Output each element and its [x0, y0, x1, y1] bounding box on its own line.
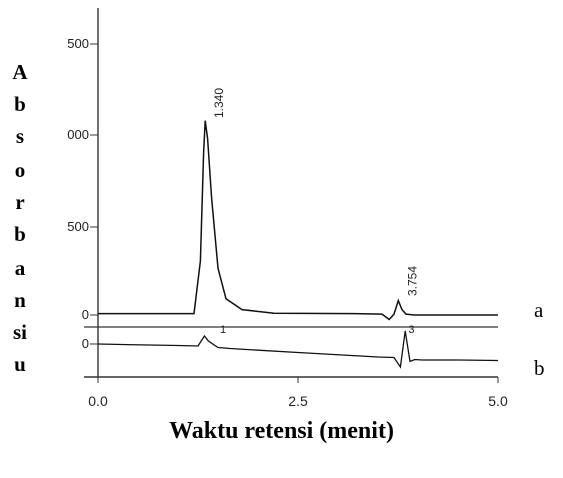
peak-label: 1.340: [212, 88, 226, 118]
x-tick-label: 5.0: [488, 393, 508, 409]
trace-label-b: b: [534, 356, 545, 380]
x-axis-title: Waktu retensi (menit): [169, 418, 394, 444]
y-axis-label-letter: a: [14, 256, 26, 280]
y-axis-label-letter: b: [14, 222, 26, 246]
y-tick-label: 0: [82, 336, 89, 351]
y-axis-label-letter: r: [15, 190, 25, 214]
peak-label: 1: [220, 324, 226, 336]
y-axis-label-letter: b: [14, 92, 26, 116]
y-axis-label-letter: u: [14, 352, 26, 376]
y-axis-label-letter: si: [12, 320, 27, 344]
y-axis-label-letter: n: [14, 288, 26, 312]
y-tick-label: 0: [82, 307, 89, 322]
y-axis-label-letter: A: [12, 60, 28, 84]
y-axis-label-letter: s: [15, 124, 25, 148]
x-tick-label: 2.5: [288, 393, 308, 409]
x-tick-label: 0.0: [88, 393, 108, 409]
y-tick-label: 000: [67, 127, 89, 142]
y-tick-label: 500: [67, 219, 89, 234]
y-tick-label: 500: [67, 36, 89, 51]
series-line-a: [98, 120, 498, 321]
peak-label: 3.754: [405, 266, 419, 296]
series-line-b: [97, 330, 499, 369]
peak-label: 3: [408, 324, 414, 336]
y-axis-label-letter: o: [14, 158, 26, 182]
trace-label-a: a: [534, 298, 544, 322]
